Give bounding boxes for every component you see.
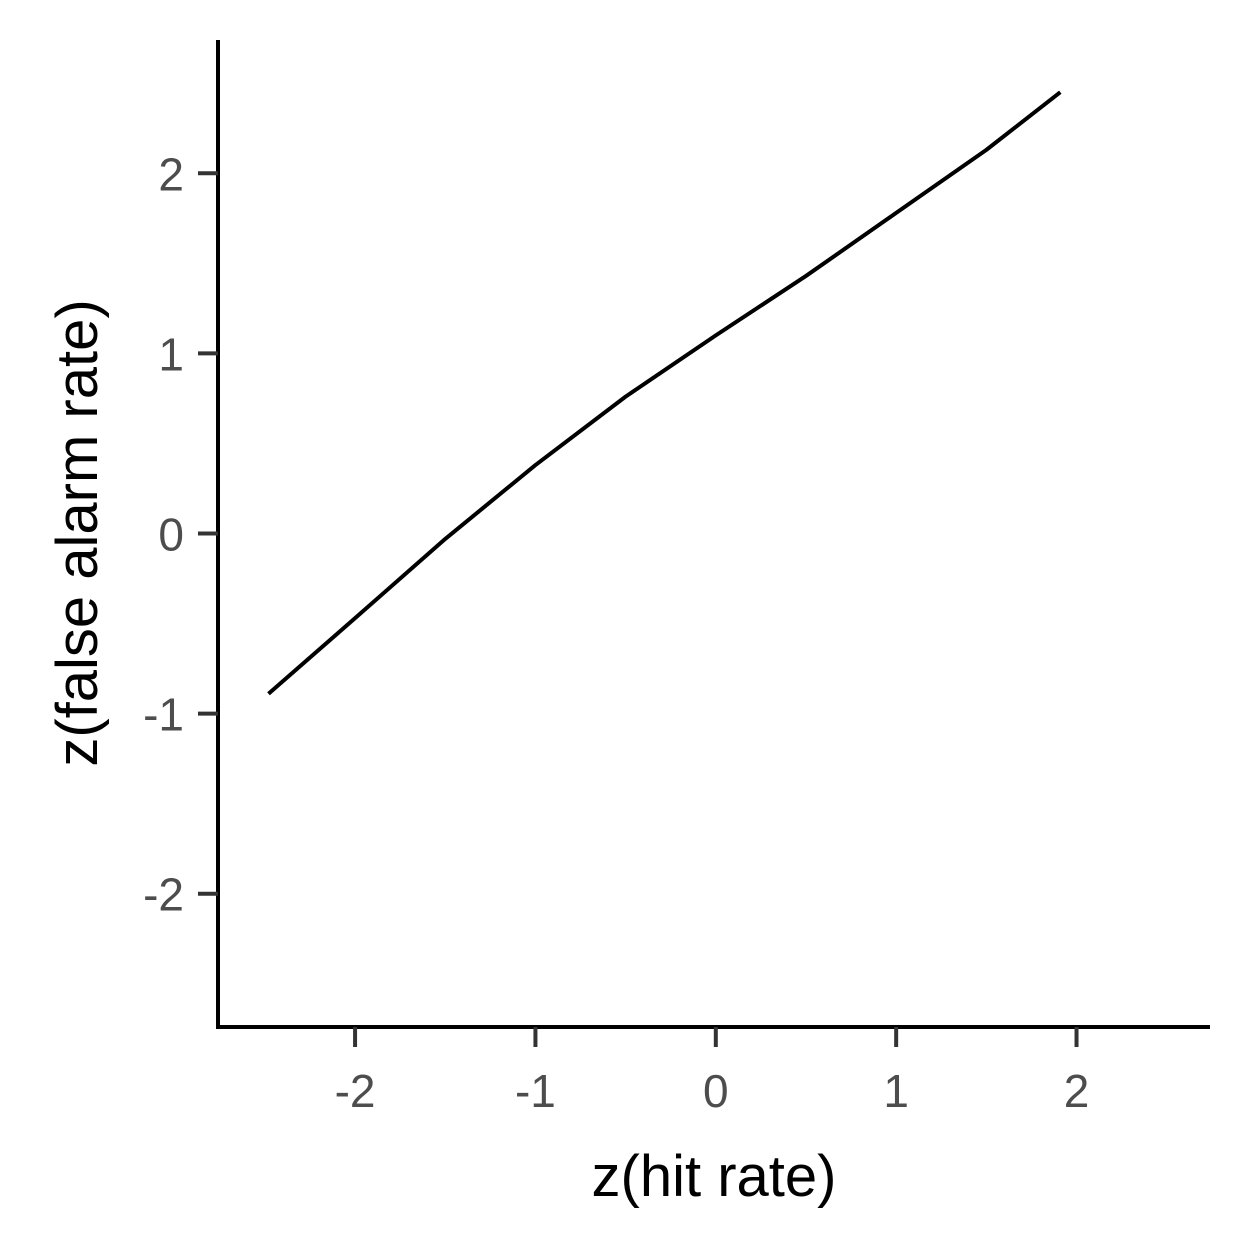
y-axis-title: z(false alarm rate): [45, 299, 110, 766]
y-tick-label: -2: [143, 869, 184, 921]
y-tick-label: 0: [158, 509, 184, 561]
y-tick-label: 1: [158, 328, 184, 380]
x-axis-title: z(hit rate): [592, 1144, 837, 1209]
x-tick-label: 2: [1064, 1065, 1090, 1117]
x-tick-label: -1: [515, 1065, 556, 1117]
x-tick-label: 1: [883, 1065, 909, 1117]
y-tick-label: 2: [158, 148, 184, 200]
series-line-0: [267, 90, 1062, 696]
axes: -2 -1 0 1 2 -2 -1 0 1 2: [143, 40, 1210, 1117]
x-tick-label: -2: [335, 1065, 376, 1117]
x-tick-label: 0: [703, 1065, 729, 1117]
plot-area: [267, 90, 1062, 696]
y-tick-label: -1: [143, 689, 184, 741]
